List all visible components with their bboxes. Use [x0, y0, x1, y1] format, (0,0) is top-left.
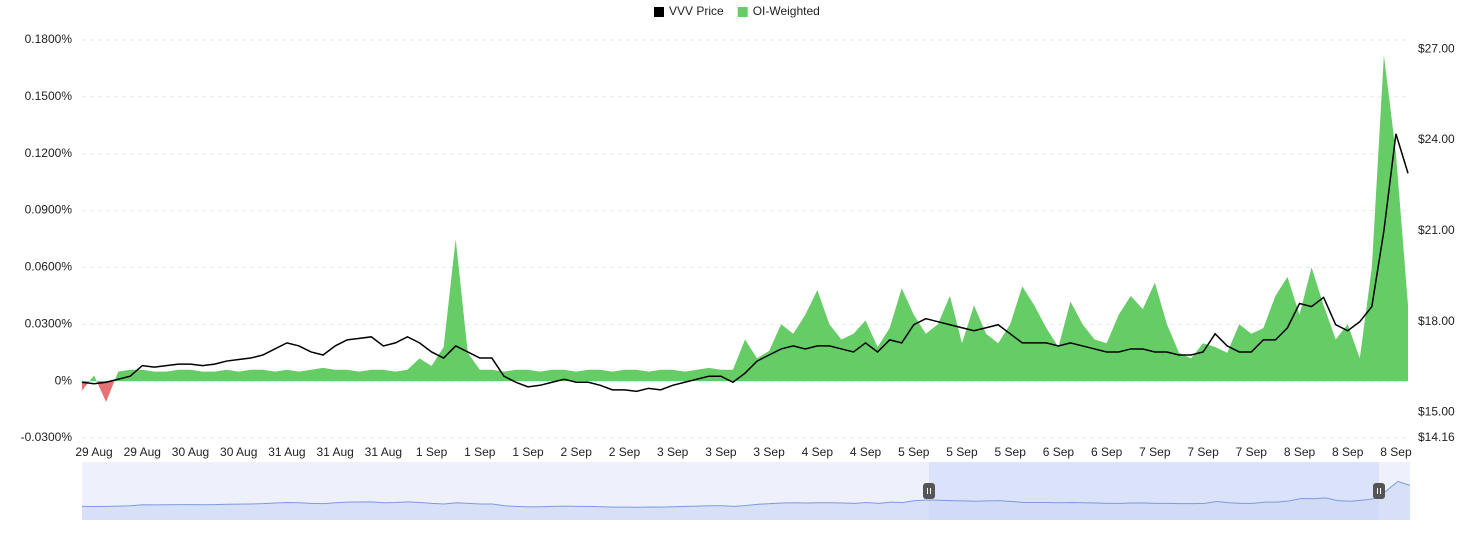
x-tick-label: 29 Aug — [124, 445, 161, 459]
x-tick-label: 4 Sep — [802, 445, 834, 459]
y2-tick-label: $18.00 — [1418, 314, 1455, 328]
y2-tick-label: $15.00 — [1418, 405, 1455, 419]
x-tick-label: 8 Sep — [1284, 445, 1316, 459]
x-tick-label: 30 Aug — [172, 445, 209, 459]
x-tick-label: 30 Aug — [220, 445, 257, 459]
navigator-line — [81, 480, 1411, 508]
y-tick-label: 0% — [55, 373, 73, 387]
y-tick-label: 0.1500% — [25, 89, 73, 103]
y-tick-label: -0.0300% — [21, 430, 73, 444]
x-tick-label: 31 Aug — [365, 445, 402, 459]
y2-tick-label: $21.00 — [1418, 223, 1455, 237]
x-tick-label: 5 Sep — [995, 445, 1027, 459]
x-tick-label: 5 Sep — [898, 445, 930, 459]
x-tick-label: 7 Sep — [1187, 445, 1219, 459]
x-tick-label: 31 Aug — [268, 445, 305, 459]
x-tick-label: 8 Sep — [1332, 445, 1364, 459]
x-tick-label: 2 Sep — [609, 445, 641, 459]
area-positive — [89, 55, 1408, 382]
y2-tick-label: $24.00 — [1418, 132, 1455, 146]
x-tick-label: 1 Sep — [464, 445, 496, 459]
legend-swatch — [737, 7, 748, 17]
x-tick-label: 4 Sep — [850, 445, 882, 459]
x-tick-label: 2 Sep — [561, 445, 593, 459]
x-tick-label: 5 Sep — [946, 445, 978, 459]
x-tick-label: 3 Sep — [705, 445, 737, 459]
navigator-handle[interactable] — [923, 483, 935, 499]
navigator-handle[interactable] — [1373, 483, 1385, 499]
x-tick-label: 6 Sep — [1091, 445, 1123, 459]
y2-tick-label: $27.00 — [1418, 41, 1455, 55]
y-tick-label: 0.1200% — [25, 146, 73, 160]
y-tick-label: 0.1800% — [25, 32, 73, 46]
legend-label: OI-Weighted — [753, 4, 820, 18]
y2-tick-label: $14.16 — [1418, 430, 1455, 444]
price-line — [81, 133, 1409, 393]
x-tick-label: 7 Sep — [1236, 445, 1268, 459]
legend-label: VVV Price — [669, 4, 724, 18]
x-tick-label: 6 Sep — [1043, 445, 1075, 459]
x-tick-label: 1 Sep — [512, 445, 544, 459]
x-tick-label: 29 Aug — [75, 445, 112, 459]
x-tick-label: 1 Sep — [416, 445, 448, 459]
x-tick-label: 31 Aug — [316, 445, 353, 459]
legend-swatch — [654, 7, 664, 17]
navigator-area — [82, 481, 1410, 520]
x-tick-label: 7 Sep — [1139, 445, 1171, 459]
x-tick-label: 3 Sep — [657, 445, 689, 459]
x-tick-label: 3 Sep — [753, 445, 785, 459]
y-tick-label: 0.0300% — [25, 316, 73, 330]
y-tick-label: 0.0900% — [25, 203, 73, 217]
y-tick-label: 0.0600% — [25, 260, 73, 274]
x-tick-label: 8 Sep — [1380, 445, 1412, 459]
